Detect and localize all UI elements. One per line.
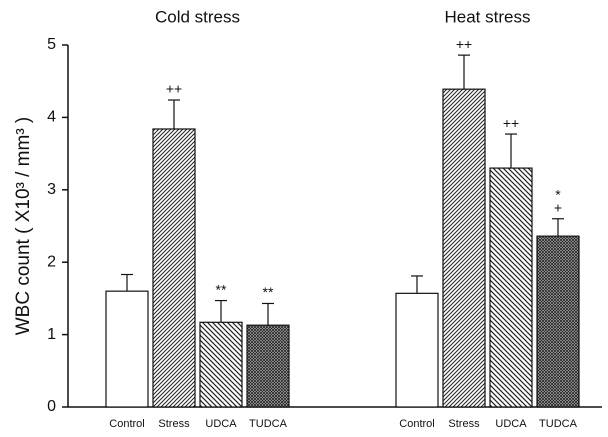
- bar: [536, 235, 580, 408]
- x-tick-label: Control: [399, 418, 434, 430]
- x-tick-label: Stress: [158, 418, 190, 430]
- y-tick-label: 0: [47, 398, 56, 415]
- x-tick-label: TUDCA: [539, 418, 578, 430]
- annotation: ++: [166, 81, 182, 97]
- bar: [199, 321, 243, 408]
- x-tick-label: TUDCA: [249, 418, 288, 430]
- x-tick-label: UDCA: [205, 418, 237, 430]
- annotation: ++: [503, 115, 519, 131]
- bar: [105, 290, 149, 408]
- x-tick-label: UDCA: [495, 418, 527, 430]
- annotation: **: [216, 281, 227, 297]
- annotation: ++: [456, 36, 472, 52]
- y-tick-label: 1: [47, 326, 56, 343]
- panel-title: Cold stress: [155, 7, 240, 26]
- bar: [442, 88, 486, 408]
- bar: [489, 167, 533, 408]
- annotation: *: [555, 186, 561, 202]
- bar: [395, 292, 439, 408]
- panel-title: Heat stress: [445, 7, 531, 26]
- x-tick-label: Control: [109, 418, 144, 430]
- x-tick-label: Stress: [448, 418, 480, 430]
- annotation: +: [554, 199, 562, 215]
- bar: [152, 128, 196, 408]
- y-axis-label: WBC count ( X10³ / mm³ ): [13, 117, 34, 336]
- annotation: **: [263, 284, 274, 300]
- y-tick-label: 4: [47, 109, 56, 126]
- y-tick-label: 5: [47, 36, 56, 53]
- y-tick-label: 3: [47, 181, 56, 198]
- bar: [246, 324, 290, 408]
- y-tick-label: 2: [47, 253, 56, 270]
